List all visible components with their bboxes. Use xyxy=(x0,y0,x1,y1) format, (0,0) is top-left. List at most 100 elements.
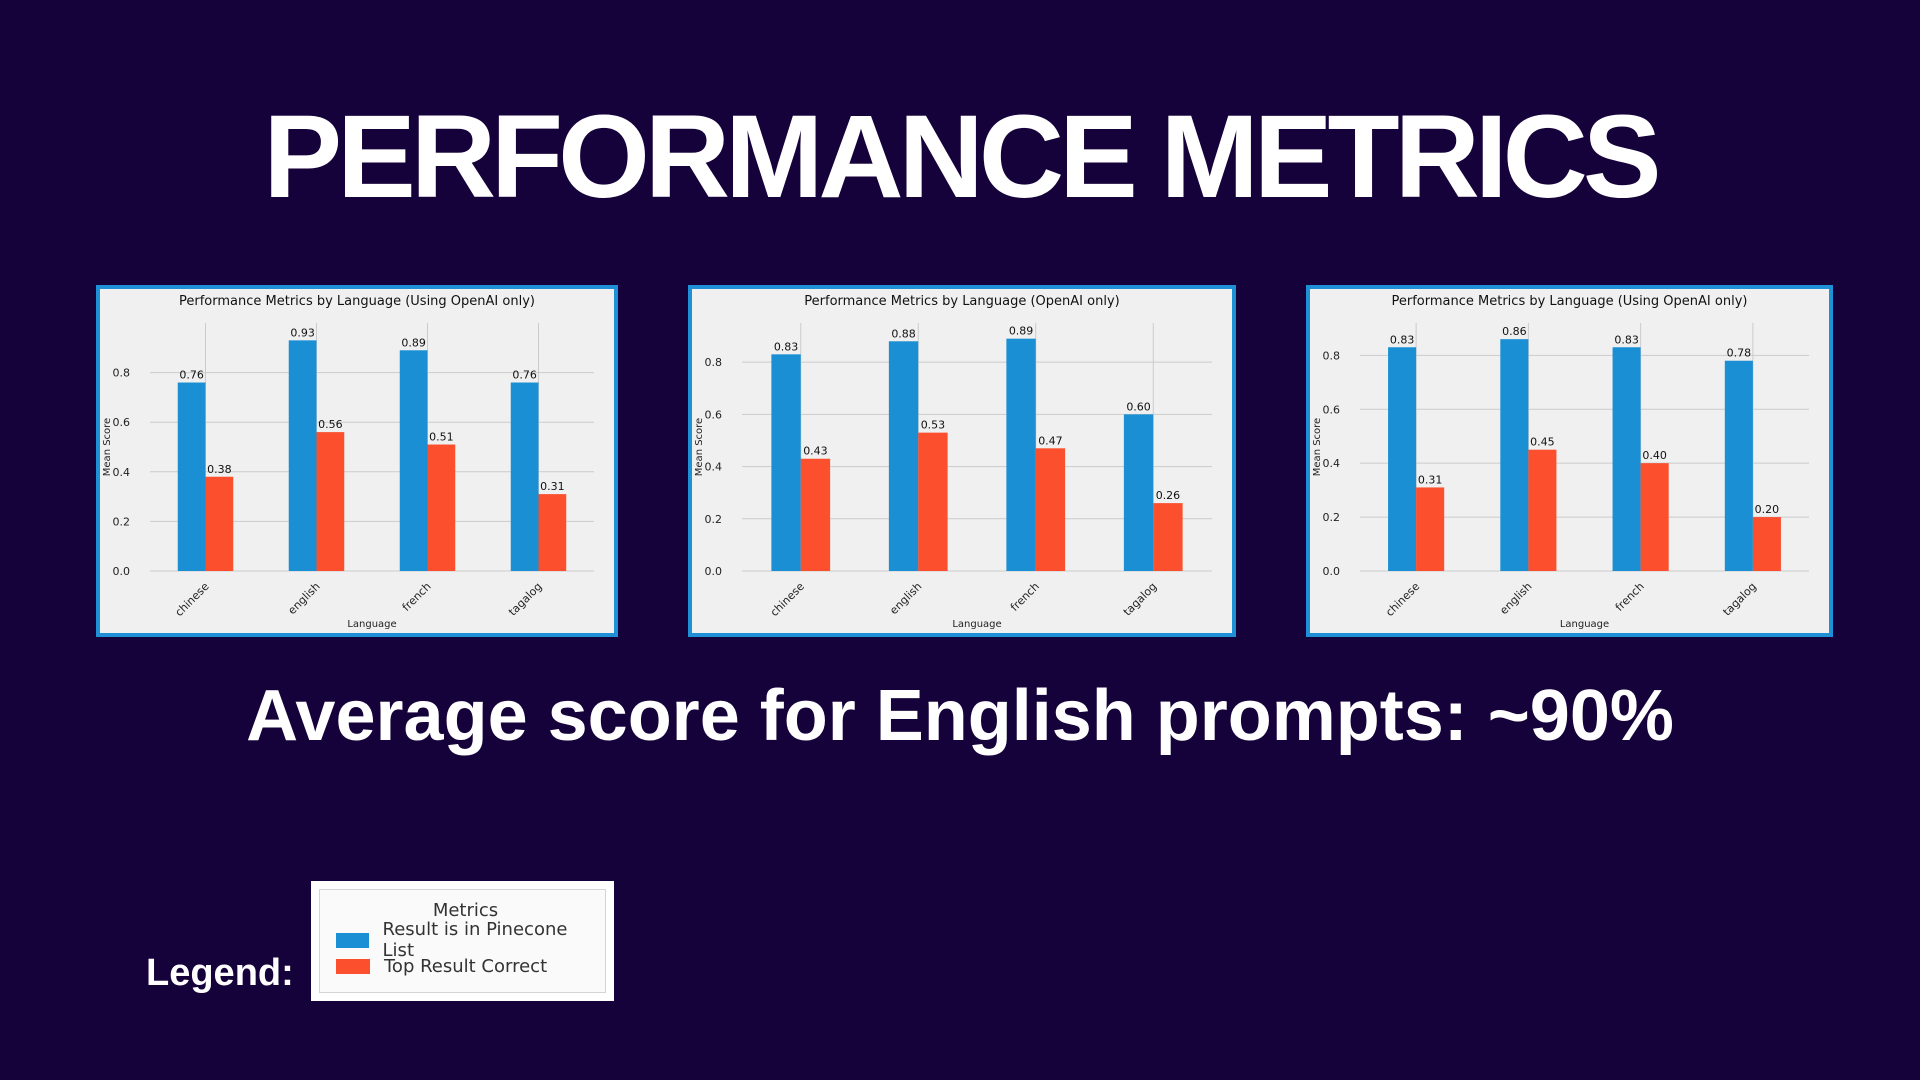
x-tick-label: tagalog xyxy=(1720,580,1759,619)
legend-frame: Metrics Result is in Pinecone List Top R… xyxy=(319,889,606,993)
bar-pinecone xyxy=(510,382,539,571)
bar-top-result xyxy=(316,432,345,571)
bar-top-result xyxy=(205,476,234,571)
data-label: 0.51 xyxy=(429,431,454,444)
legend-swatch-red xyxy=(336,958,370,974)
y-tick-label: 0.0 xyxy=(1323,565,1341,578)
legend-label-top-result: Top Result Correct xyxy=(384,955,548,977)
y-tick-label: 0.6 xyxy=(113,416,131,429)
x-axis-label: Language xyxy=(952,619,1001,630)
data-label: 0.60 xyxy=(1126,400,1151,413)
data-label: 0.93 xyxy=(290,326,315,339)
y-tick-label: 0.4 xyxy=(113,466,131,479)
y-axis-label: Mean Score xyxy=(1312,418,1323,476)
data-label: 0.89 xyxy=(401,336,426,349)
chart-title: Performance Metrics by Language (Using O… xyxy=(1392,294,1748,309)
bar-pinecone xyxy=(888,341,919,571)
chart-svg: Performance Metrics by Language (Using O… xyxy=(102,294,594,630)
bar-top-result xyxy=(1035,448,1066,571)
data-label: 0.20 xyxy=(1755,503,1780,516)
x-axis-label: Language xyxy=(1560,619,1609,630)
x-tick-label: french xyxy=(1613,580,1647,614)
y-axis-label: Mean Score xyxy=(694,418,705,476)
data-label: 0.89 xyxy=(1009,325,1034,338)
data-label: 0.31 xyxy=(1418,473,1443,486)
legend-title: Metrics xyxy=(432,900,499,921)
data-label: 0.76 xyxy=(512,369,537,382)
data-label: 0.26 xyxy=(1156,489,1181,502)
x-tick-label: chinese xyxy=(172,580,211,619)
legend-entry-pinecone: Result is in Pinecone List xyxy=(336,919,595,961)
y-tick-label: 0.8 xyxy=(1323,349,1341,362)
slide-title: PERFORMANCE METRICS xyxy=(263,91,1661,223)
y-axis-label: Mean Score xyxy=(102,418,113,476)
data-label: 0.83 xyxy=(1390,333,1415,346)
data-label: 0.38 xyxy=(207,463,232,476)
y-tick-label: 0.2 xyxy=(1323,511,1341,524)
x-tick-label: french xyxy=(400,580,434,614)
bar-pinecone xyxy=(1388,347,1417,571)
bar-top-result xyxy=(918,432,948,571)
data-label: 0.78 xyxy=(1727,347,1752,360)
chart-svg: Performance Metrics by Language (Using O… xyxy=(1312,294,1809,630)
chart-svg: Performance Metrics by Language (OpenAI … xyxy=(694,294,1212,630)
y-tick-label: 0.6 xyxy=(705,408,723,421)
data-label: 0.56 xyxy=(318,418,343,431)
bar-pinecone xyxy=(1724,360,1753,571)
data-label: 0.83 xyxy=(1614,333,1639,346)
x-tick-label: french xyxy=(1008,580,1042,614)
bar-pinecone xyxy=(288,340,317,571)
y-tick-label: 0.0 xyxy=(113,565,131,578)
bar-top-result xyxy=(1640,463,1669,571)
y-tick-label: 0.4 xyxy=(1323,457,1341,470)
bar-pinecone xyxy=(771,354,801,571)
y-tick-label: 0.8 xyxy=(705,356,723,369)
bar-top-result xyxy=(427,444,456,571)
data-label: 0.83 xyxy=(774,340,799,353)
average-score-subtitle: Average score for English prompts: ~90% xyxy=(246,676,1674,756)
data-label: 0.43 xyxy=(803,445,828,458)
x-axis-label: Language xyxy=(347,619,396,630)
bar-pinecone xyxy=(1612,347,1641,571)
bar-top-result xyxy=(1752,517,1781,571)
data-label: 0.45 xyxy=(1530,436,1555,449)
legend-entry-top-result: Top Result Correct xyxy=(336,953,595,979)
data-label: 0.53 xyxy=(921,419,946,432)
y-tick-label: 0.2 xyxy=(113,515,131,528)
data-label: 0.31 xyxy=(540,480,565,493)
chart-title: Performance Metrics by Language (OpenAI … xyxy=(804,294,1119,309)
x-tick-label: english xyxy=(1497,580,1534,617)
chart-panel-using-openai-2: Performance Metrics by Language (Using O… xyxy=(1306,285,1833,637)
x-tick-label: tagalog xyxy=(506,580,545,619)
chart-panel-using-openai-1: Performance Metrics by Language (Using O… xyxy=(96,285,618,637)
y-tick-label: 0.2 xyxy=(705,513,723,526)
y-tick-label: 0.8 xyxy=(113,367,131,380)
legend-box: Metrics Result is in Pinecone List Top R… xyxy=(311,881,614,1001)
bar-top-result xyxy=(800,458,831,571)
bar-top-result xyxy=(538,494,567,571)
data-label: 0.86 xyxy=(1502,325,1527,338)
chart-panel-openai-only: Performance Metrics by Language (OpenAI … xyxy=(688,285,1236,637)
chart-title: Performance Metrics by Language (Using O… xyxy=(179,294,535,309)
y-tick-label: 0.0 xyxy=(705,565,723,578)
legend-swatch-blue xyxy=(336,932,369,948)
bar-pinecone xyxy=(177,382,206,571)
x-tick-label: english xyxy=(285,580,322,617)
x-tick-label: chinese xyxy=(1383,580,1422,619)
y-tick-label: 0.4 xyxy=(705,461,723,474)
bar-top-result xyxy=(1153,503,1183,571)
bar-pinecone xyxy=(399,350,428,571)
x-tick-label: english xyxy=(887,580,924,617)
x-tick-label: chinese xyxy=(768,580,807,619)
y-tick-label: 0.6 xyxy=(1323,403,1341,416)
x-tick-label: tagalog xyxy=(1121,580,1160,619)
bar-top-result xyxy=(1416,487,1445,571)
data-label: 0.47 xyxy=(1038,434,1063,447)
data-label: 0.88 xyxy=(891,327,916,340)
bar-top-result xyxy=(1528,449,1557,571)
data-label: 0.40 xyxy=(1642,449,1667,462)
bar-pinecone xyxy=(1123,414,1154,571)
legend-caption: Legend: xyxy=(146,952,294,994)
data-label: 0.76 xyxy=(179,369,204,382)
bar-pinecone xyxy=(1500,339,1529,571)
